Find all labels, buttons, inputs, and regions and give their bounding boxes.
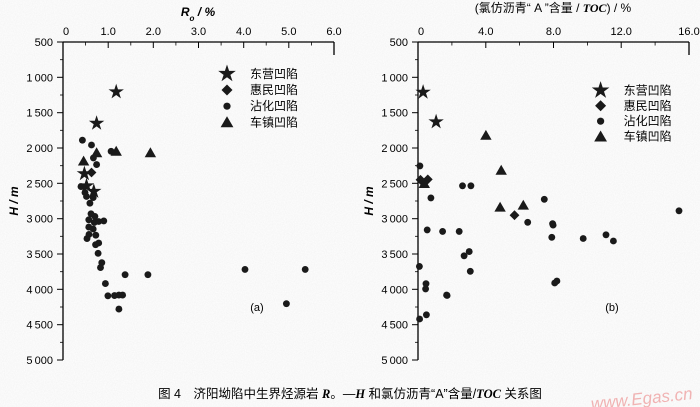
svg-text:500: 500 [35,37,53,49]
svg-text:4 500: 4 500 [381,320,408,332]
svg-text:2.0: 2.0 [146,26,161,38]
svg-text:惠民凹陷: 惠民凹陷 [624,98,672,113]
svg-text:沾化凹陷: 沾化凹陷 [250,98,298,113]
svg-text:车镇凹陷: 车镇凹陷 [250,114,298,129]
svg-text:1 500: 1 500 [26,108,53,120]
svg-text:5 000: 5 000 [26,355,53,367]
svg-text:1 500: 1 500 [381,108,408,120]
svg-text:0: 0 [63,26,69,38]
svg-text:4 000: 4 000 [381,284,408,296]
svg-text:2 500: 2 500 [26,178,53,190]
svg-text:5 000: 5 000 [381,355,408,367]
svg-text:图 4 济阳坳陷中生界烃源岩 R。—H 和氯仿沥青“A”含量: 图 4 济阳坳陷中生界烃源岩 R。—H 和氯仿沥青“A”含量/TOC 关系图 [158,386,542,401]
svg-text:(氯仿沥青“ A ”含量 / TOC) / %: (氯仿沥青“ A ”含量 / TOC) / % [475,0,632,15]
svg-text:1 000: 1 000 [381,72,408,84]
svg-text:4 000: 4 000 [26,284,53,296]
svg-text:H / m: H / m [7,186,21,216]
svg-text:3 000: 3 000 [381,214,408,226]
svg-text:2 500: 2 500 [381,178,408,190]
svg-text:3 500: 3 500 [26,249,53,261]
svg-text:16.0: 16.0 [678,26,699,38]
svg-text:H / m: H / m [362,186,376,216]
svg-text:3 500: 3 500 [381,249,408,261]
svg-text:4.0: 4.0 [478,26,493,38]
svg-text:东营凹陷: 东营凹陷 [250,66,298,81]
svg-text:0: 0 [418,26,424,38]
svg-text:3.0: 3.0 [191,26,206,38]
svg-text:惠民凹陷: 惠民凹陷 [250,82,298,97]
svg-text:4.0: 4.0 [236,26,251,38]
svg-text:1.0: 1.0 [101,26,116,38]
svg-text:东营凹陷: 东营凹陷 [624,82,672,97]
svg-text:车镇凹陷: 车镇凹陷 [624,129,672,144]
svg-text:4 500: 4 500 [26,320,53,332]
svg-text:1 000: 1 000 [26,72,53,84]
svg-text:(a): (a) [250,302,263,314]
svg-text:(b): (b) [605,302,618,314]
svg-text:5.0: 5.0 [281,26,296,38]
svg-text:12.0: 12.0 [610,26,631,38]
svg-text:8.0: 8.0 [546,26,561,38]
svg-text:3 000: 3 000 [26,214,53,226]
svg-text:2 000: 2 000 [26,143,53,155]
svg-text:6.0: 6.0 [326,26,341,38]
svg-text:沾化凹陷: 沾化凹陷 [624,113,672,128]
svg-text:2 000: 2 000 [381,143,408,155]
svg-text:500: 500 [390,37,408,49]
